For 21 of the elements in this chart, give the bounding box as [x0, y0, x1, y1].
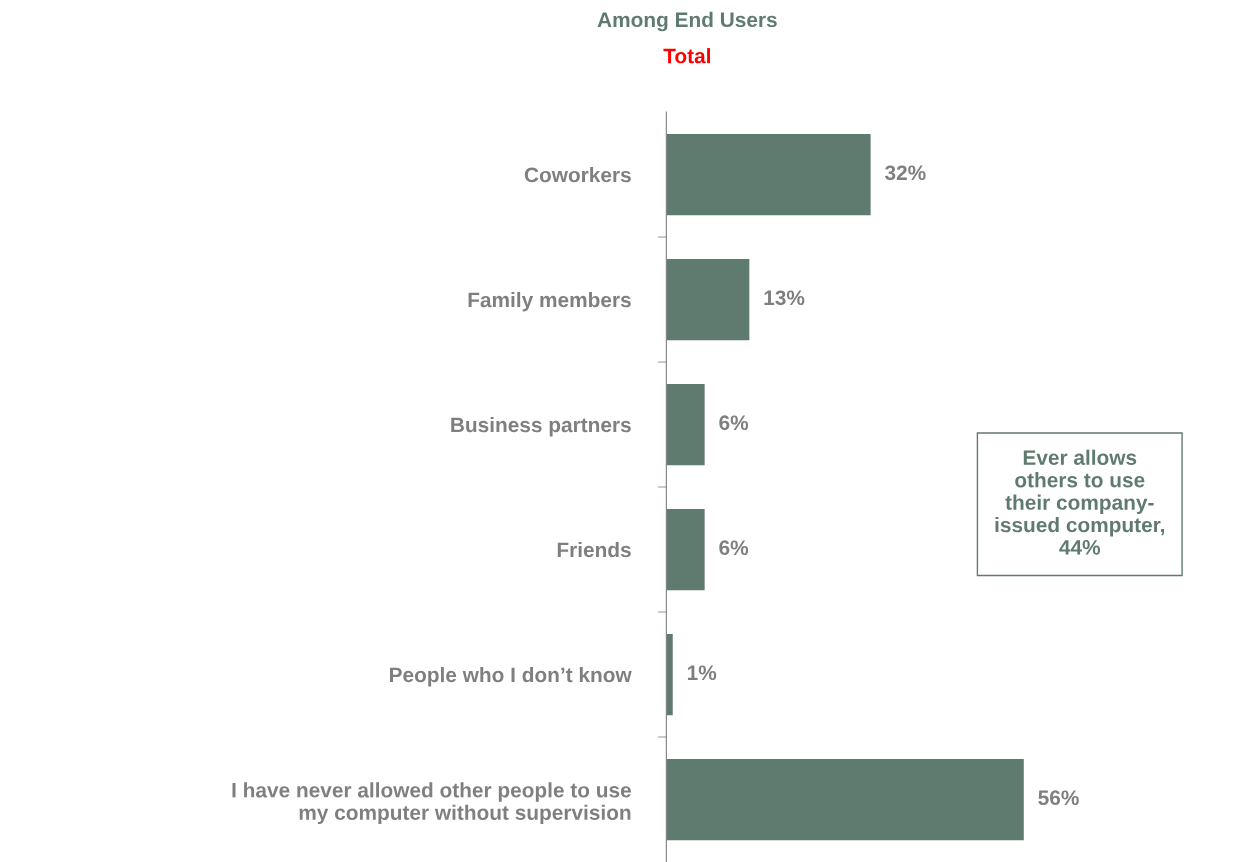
bar: [666, 133, 871, 216]
y-tick-label: Business partners: [451, 416, 631, 437]
data-label: 6%: [719, 540, 749, 556]
bar: [666, 258, 750, 341]
data-label: 6%: [719, 415, 749, 431]
data-label: 32%: [884, 165, 926, 181]
chart-title: Among End Users: [597, 11, 777, 32]
bar: [666, 508, 705, 591]
y-tick-label: Friends: [557, 541, 631, 558]
y-tick-label: Family members: [468, 292, 631, 312]
chart-subtitle: Total: [663, 48, 710, 64]
y-tick-label: People who I don’t know: [390, 666, 632, 687]
data-label: 56%: [1038, 790, 1079, 806]
y-tick-label: I have never allowed other people to use my computer without supervision: [232, 782, 631, 825]
bar: [666, 383, 705, 466]
data-label: 1%: [687, 665, 717, 681]
y-tick-label: Coworkers: [524, 167, 631, 183]
annotation: Ever allows others to use their company- issued computer, 44%: [995, 449, 1165, 555]
bar: [666, 633, 673, 716]
bar: [666, 758, 1024, 841]
data-label: 13%: [764, 290, 805, 306]
